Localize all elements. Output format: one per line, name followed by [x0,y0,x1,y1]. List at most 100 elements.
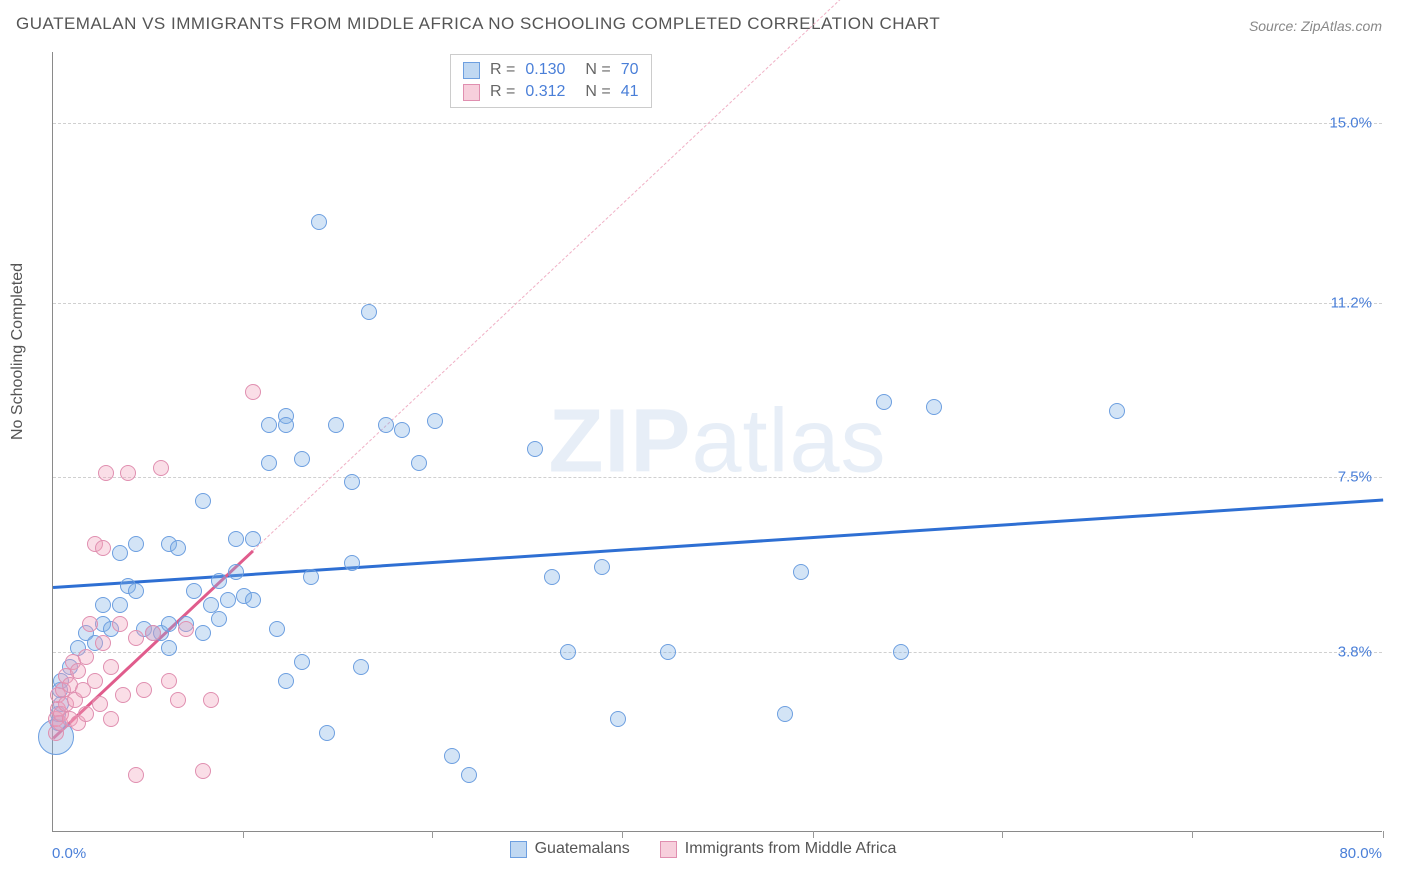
scatter-point [777,706,793,722]
scatter-point [610,711,626,727]
scatter-point [294,451,310,467]
scatter-point [103,711,119,727]
plot-area: ZIPatlas 3.8%7.5%11.2%15.0% [52,52,1382,832]
scatter-point [269,621,285,637]
scatter-point [161,616,177,632]
scatter-point [594,559,610,575]
scatter-point [112,545,128,561]
scatter-point [303,569,319,585]
scatter-point [344,474,360,490]
scatter-point [170,692,186,708]
n-label: N = [585,83,610,101]
r-value-blue: 0.130 [525,61,565,79]
scatter-point [95,597,111,613]
swatch-blue [510,841,527,858]
n-value-pink: 41 [621,83,639,101]
scatter-point [128,767,144,783]
scatter-point [128,536,144,552]
gridline-h [53,303,1382,304]
scatter-point [153,460,169,476]
scatter-point [926,399,942,415]
scatter-point [361,304,377,320]
scatter-point [78,649,94,665]
scatter-point [294,654,310,670]
scatter-point [170,540,186,556]
y-tick-label: 7.5% [1338,469,1372,486]
scatter-point [278,673,294,689]
n-value-blue: 70 [621,61,639,79]
scatter-point [87,673,103,689]
scatter-point [228,531,244,547]
legend-label: Immigrants from Middle Africa [685,840,897,858]
gridline-h [53,652,1382,653]
n-label: N = [585,61,610,79]
r-label: R = [490,83,515,101]
legend-label: Guatemalans [535,840,630,858]
x-tick [813,831,814,838]
scatter-point [120,465,136,481]
y-axis-label: No Schooling Completed [9,263,27,440]
legend-item: Immigrants from Middle Africa [660,840,897,858]
watermark-bold: ZIP [548,391,691,491]
scatter-point [70,663,86,679]
scatter-point [195,625,211,641]
scatter-point [92,696,108,712]
scatter-point [145,625,161,641]
scatter-point [527,441,543,457]
x-tick [243,831,244,838]
scatter-point [444,748,460,764]
swatch-pink [660,841,677,858]
gridline-h [53,123,1382,124]
scatter-point [211,611,227,627]
source-label: Source: ZipAtlas.com [1249,18,1382,34]
swatch-blue [463,62,480,79]
scatter-point [103,659,119,675]
scatter-point [82,616,98,632]
scatter-point [112,616,128,632]
scatter-point [95,540,111,556]
series-legend: Guatemalans Immigrants from Middle Afric… [0,840,1406,858]
x-tick [432,831,433,838]
gridline-h [53,477,1382,478]
scatter-point [228,564,244,580]
r-value-pink: 0.312 [525,83,565,101]
scatter-point [411,455,427,471]
scatter-point [245,592,261,608]
scatter-point [211,573,227,589]
scatter-point [876,394,892,410]
stats-legend: R = 0.130 N = 70 R = 0.312 N = 41 [450,54,652,108]
r-label: R = [490,61,515,79]
scatter-point [344,555,360,571]
x-tick [622,831,623,838]
scatter-point [245,531,261,547]
scatter-point [394,422,410,438]
scatter-point [311,214,327,230]
stats-legend-row: R = 0.312 N = 41 [463,81,639,103]
watermark-rest: atlas [691,391,886,491]
legend-item: Guatemalans [510,840,630,858]
scatter-point [112,597,128,613]
scatter-point [1109,403,1125,419]
scatter-point [203,692,219,708]
scatter-point [461,767,477,783]
scatter-point [353,659,369,675]
scatter-point [261,455,277,471]
scatter-point [544,569,560,585]
correlation-chart: GUATEMALAN VS IMMIGRANTS FROM MIDDLE AFR… [0,0,1406,892]
scatter-point [245,384,261,400]
scatter-point [128,630,144,646]
scatter-point [161,673,177,689]
scatter-point [328,417,344,433]
scatter-point [195,493,211,509]
scatter-point [427,413,443,429]
scatter-point [186,583,202,599]
stats-legend-row: R = 0.130 N = 70 [463,59,639,81]
scatter-point [261,417,277,433]
scatter-point [378,417,394,433]
scatter-point [195,763,211,779]
scatter-point [98,465,114,481]
scatter-point [319,725,335,741]
scatter-point [95,635,111,651]
x-tick [1192,831,1193,838]
x-tick [1383,831,1384,838]
